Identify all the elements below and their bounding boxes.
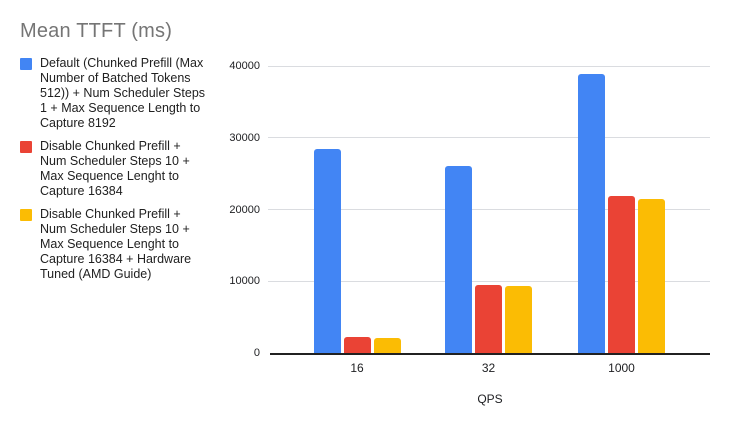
- legend-swatch-blue-icon: [20, 58, 32, 70]
- bar-series1-16: [313, 149, 341, 353]
- y-axis-tick-label: 20000: [229, 203, 260, 216]
- legend-item-hardware-tuned: Disable Chunked Prefill + Num Scheduler …: [20, 207, 250, 282]
- x-axis-category-label: 32: [481, 361, 496, 375]
- chart-title: Mean TTFT (ms): [20, 20, 173, 42]
- legend: Default (Chunked Prefill (Max Number of …: [20, 56, 250, 290]
- x-axis-category-label: 1000: [608, 361, 635, 375]
- bar-group-32: [445, 166, 532, 353]
- y-axis-tick-label: 0: [253, 347, 260, 359]
- legend-item-label: Default (Chunked Prefill (Max Number of …: [40, 56, 206, 130]
- x-axis-title: QPS: [477, 392, 503, 406]
- legend-item-label: Disable Chunked Prefill + Num Scheduler …: [40, 207, 192, 281]
- bar-series2-16: [343, 337, 371, 353]
- legend-swatch-yellow-icon: [20, 209, 32, 221]
- bar-series3-1000: [638, 198, 665, 353]
- x-axis-category-label: 16: [350, 361, 364, 375]
- gridline: [268, 137, 710, 139]
- bar-series2-1000: [608, 195, 635, 353]
- legend-swatch-red-icon: [20, 141, 32, 153]
- bar-series2-32: [475, 284, 502, 353]
- bar-series3-16: [373, 338, 401, 353]
- bar-series3-32: [505, 286, 532, 353]
- bar-group-16: [313, 149, 401, 353]
- gridline: [268, 65, 710, 67]
- legend-item-default: Default (Chunked Prefill (Max Number of …: [20, 56, 250, 131]
- bar-series1-32: [445, 166, 472, 353]
- gridline: [268, 209, 710, 210]
- gridline: [268, 280, 710, 282]
- bar-group-1000: [578, 73, 665, 353]
- bar-series1-1000: [578, 73, 605, 353]
- legend-item-disable-chunked-prefill: Disable Chunked Prefill + Num Scheduler …: [20, 139, 250, 199]
- y-axis-tick-label: 40000: [229, 60, 260, 72]
- y-axis-tick-label: 30000: [229, 131, 260, 144]
- legend-item-label: Disable Chunked Prefill + Num Scheduler …: [40, 139, 190, 198]
- y-axis-tick-label: 10000: [229, 275, 260, 288]
- plot-area: 0 10000 20000 30000 40000 16 32 1000: [229, 60, 710, 375]
